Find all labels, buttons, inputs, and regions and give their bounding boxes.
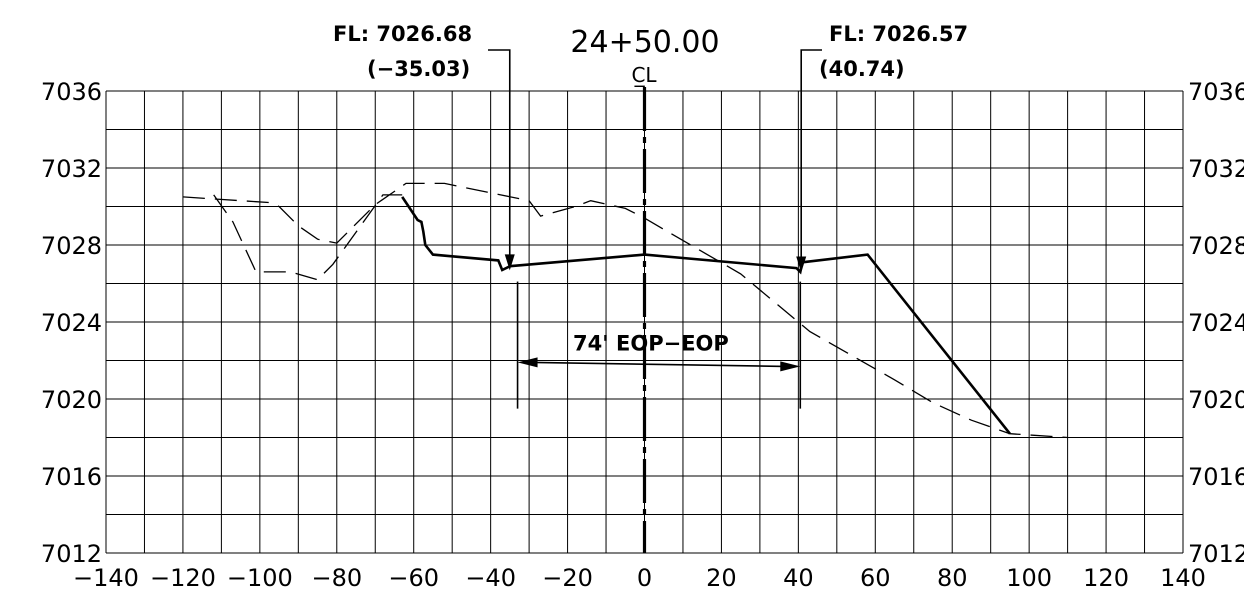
y-tick-label-left: 7036 [41,78,102,106]
y-tick-label-left: 7028 [41,232,102,260]
x-tick-label: 100 [1006,564,1052,591]
flowline-annotations: FL: 7026.68 (−35.03) FL: 7026.57 (40.74) [333,22,968,273]
fl-left-label: FL: 7026.68 [333,22,472,46]
x-tick-label: −100 [227,564,293,591]
y-tick-label-left: 7016 [41,463,102,491]
centerline-symbol: C̲L [631,63,657,87]
y-tick-label-left: 7020 [41,386,102,414]
y-tick-label-left: 7012 [41,540,102,568]
y-tick-label-right: 7032 [1188,155,1244,183]
x-tick-label: −80 [311,564,362,591]
x-axis-tick-labels: −140 −120 −100 −80 −60 −40 −20 0 20 40 60 80 100 120 1… [73,564,1206,591]
y-tick-label-left: 7032 [41,155,102,183]
y-tick-label-right: 7024 [1188,309,1244,337]
x-tick-label: 140 [1160,564,1206,591]
y-tick-label-right: 7012 [1188,540,1244,568]
x-tick-label: 120 [1083,564,1129,591]
existing-ground-line-2 [213,194,403,281]
x-tick-label: −140 [73,564,139,591]
fl-right-leader [800,49,822,259]
y-tick-label-left: 7024 [41,309,102,337]
x-tick-label: −120 [150,564,216,591]
x-tick-label: −20 [542,564,593,591]
x-tick-label: 80 [937,564,968,591]
x-tick-label: 60 [860,564,891,591]
fl-left-arrow [504,254,515,271]
x-tick-label: −60 [388,564,439,591]
x-tick-label: 0 [637,564,652,591]
x-tick-label: −40 [465,564,516,591]
dimension-label: 74' EOP−EOP [573,331,729,355]
dimension-arrow-right [780,361,801,372]
dimension-line [533,361,785,368]
y-axis-right-tick-labels: 7012 7016 7020 7024 7028 7032 7036 [1188,78,1244,568]
fl-right-station: (40.74) [819,57,905,81]
eop-dimension: 74' EOP−EOP [516,281,802,409]
existing-ground-line-1 [182,182,1068,439]
fl-right-arrow [796,256,807,273]
x-tick-label: 40 [783,564,814,591]
y-tick-label-right: 7016 [1188,463,1244,491]
station-label: 24+50.00 [570,25,719,60]
y-axis-left-tick-labels: 7012 7016 7020 7024 7028 7032 7036 [41,78,102,568]
proposed-grade-line [401,196,1011,435]
fl-right-label: FL: 7026.57 [829,22,968,46]
x-tick-label: 20 [706,564,737,591]
y-tick-label-right: 7036 [1188,78,1244,106]
dimension-arrow-left [517,357,538,368]
y-tick-label-right: 7028 [1188,232,1244,260]
y-tick-label-right: 7020 [1188,386,1244,414]
fl-left-station: (−35.03) [367,57,470,81]
fl-left-leader [488,49,511,257]
